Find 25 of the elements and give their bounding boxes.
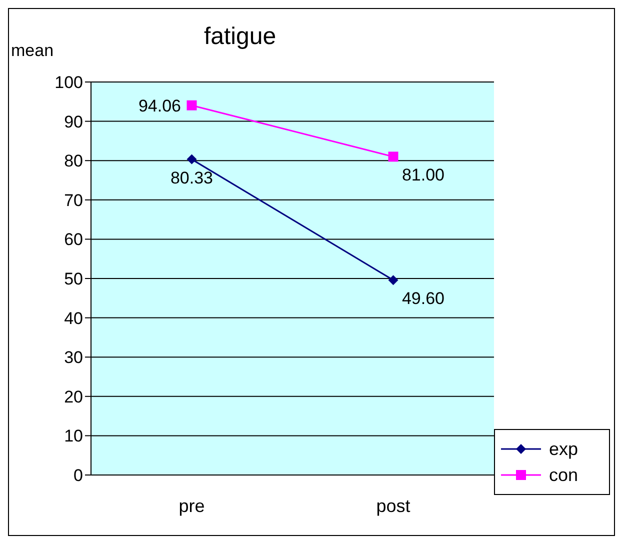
legend-label: con [549, 464, 578, 486]
chart-title: fatigue [204, 23, 276, 51]
legend-label: exp [549, 438, 578, 460]
y-tick-label: 60 [64, 230, 83, 250]
point [186, 100, 197, 110]
data-label: 80.33 [170, 168, 214, 188]
y-tick-label: 50 [64, 270, 83, 289]
data-label: 49.60 [402, 289, 445, 308]
data-label: 81.00 [402, 166, 445, 185]
point [186, 154, 197, 164]
y-tick-label: 70 [64, 190, 83, 210]
y-tick-label: 0 [74, 466, 83, 486]
x-tick-label: pre [178, 496, 205, 516]
data-label: 94.06 [138, 96, 182, 116]
y-tick-label: 10 [64, 426, 83, 446]
x-tick-label: post [376, 496, 410, 516]
point [388, 275, 398, 286]
y-axis-title: mean [11, 41, 54, 61]
y-tick-label: 90 [64, 112, 83, 132]
y-tick-label: 40 [64, 308, 83, 328]
y-tick-label: 100 [54, 73, 83, 92]
y-tick-label: 80 [64, 152, 83, 171]
y-tick-label: 20 [64, 387, 83, 406]
point [388, 152, 398, 162]
y-tick-label: 30 [64, 348, 83, 368]
